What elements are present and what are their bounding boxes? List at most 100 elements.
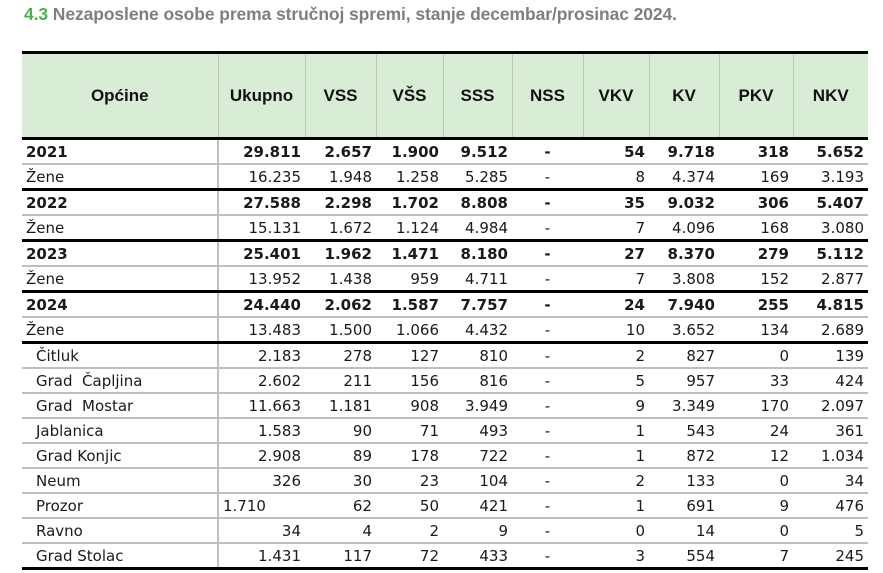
table-row-municipality: Grad Mostar 11.663 1.181 908 3.949-9 3.349 170… [22, 393, 868, 419]
cell-nss: - [512, 291, 583, 318]
row-label: Neum [22, 468, 219, 494]
row-label: 2024 [22, 291, 219, 318]
cell-kv: 133 [649, 468, 719, 494]
table-row-women: Žene 16.235 1.948 1.258 5.285-8 4.374 169 3.193 [22, 164, 868, 191]
row-label: Žene [22, 215, 219, 242]
cell-pkv: 306 [719, 189, 793, 216]
cell-sss: 3.949 [443, 393, 512, 419]
cell-všs: 23 [376, 468, 443, 494]
cell-nss: - [512, 418, 583, 444]
cell-vss: 211 [305, 368, 376, 394]
cell-ukupno: 326 [218, 468, 305, 494]
cell-vkv: 2 [583, 468, 649, 494]
cell-nss: - [512, 342, 583, 369]
cell-sss: 816 [443, 368, 512, 394]
row-label: Prozor [22, 493, 219, 519]
cell-pkv: 255 [719, 291, 793, 318]
table-row-women: Žene 13.952 1.438 959 4.711-7 3.808 152 2.877 [22, 266, 868, 293]
cell-všs: 1.124 [376, 215, 443, 242]
cell-nss: - [512, 317, 583, 344]
header-pkv: PKV [718, 51, 793, 140]
cell-vss: 1.438 [305, 266, 376, 293]
cell-sss: 9.512 [443, 138, 512, 165]
table-title-text: Nezaposlene osobe prema stručnoj spremi,… [48, 4, 677, 24]
row-label: 2021 [22, 138, 219, 165]
cell-pkv: 169 [719, 164, 793, 191]
cell-sss: 722 [443, 443, 512, 469]
cell-vkv: 5 [583, 368, 649, 394]
cell-ukupno: 16.235 [218, 164, 305, 191]
header-nss: NSS [511, 51, 583, 140]
cell-ukupno: 25.401 [218, 240, 305, 267]
cell-sss: 4.984 [443, 215, 512, 242]
row-label: Jablanica [22, 418, 219, 444]
cell-ukupno: 2.183 [218, 342, 305, 369]
cell-pkv: 279 [719, 240, 793, 267]
header-sss: SSS [442, 51, 512, 140]
cell-ukupno: 1.583 [218, 418, 305, 444]
cell-nss: - [512, 493, 583, 519]
cell-kv: 3.349 [649, 393, 719, 419]
table-row-municipality: Neum 326 30 23 104-2 133 0 34 [22, 468, 868, 494]
table-row-year: 2022 27.588 2.298 1.702 8.808-35 9.032 306 5.40… [22, 189, 868, 216]
cell-sss: 8.808 [443, 189, 512, 216]
table-row-municipality: Grad Konjic 2.908 89 178 722-1 872 12 1.034 [22, 443, 868, 469]
cell-sss: 433 [443, 543, 512, 570]
cell-vss: 30 [305, 468, 376, 494]
cell-nss: - [512, 164, 583, 191]
cell-pkv: 152 [719, 266, 793, 293]
cell-kv: 691 [649, 493, 719, 519]
table-row-municipality: Ravno 34 4 2 9-0 14 0 5 [22, 518, 868, 544]
cell-kv: 3.652 [649, 317, 719, 344]
cell-nkv: 5.407 [793, 189, 868, 216]
cell-kv: 14 [649, 518, 719, 544]
cell-vkv: 7 [583, 266, 649, 293]
cell-všs: 959 [376, 266, 443, 293]
cell-pkv: 0 [719, 342, 793, 369]
cell-sss: 421 [443, 493, 512, 519]
cell-nkv: 2.097 [793, 393, 868, 419]
cell-nkv: 34 [793, 468, 868, 494]
cell-všs: 1.066 [376, 317, 443, 344]
cell-kv: 543 [649, 418, 719, 444]
cell-vss: 2.657 [305, 138, 376, 165]
cell-nkv: 2.689 [793, 317, 868, 344]
cell-vkv: 0 [583, 518, 649, 544]
row-label: Žene [22, 317, 219, 344]
cell-ukupno: 13.483 [218, 317, 305, 344]
cell-nkv: 3.193 [793, 164, 868, 191]
row-label: Čitluk [22, 342, 219, 369]
cell-vkv: 10 [583, 317, 649, 344]
cell-pkv: 7 [719, 543, 793, 570]
cell-kv: 4.374 [649, 164, 719, 191]
cell-nss: - [512, 368, 583, 394]
cell-nss: - [512, 189, 583, 216]
cell-pkv: 170 [719, 393, 793, 419]
header-nkv: NKV [792, 51, 868, 140]
header-vkv: VKV [582, 51, 649, 140]
header-vss2: VŠS [375, 51, 443, 140]
table-row-municipality: Grad Stolac 1.431 117 72 433-3 554 7 245 [22, 543, 868, 570]
cell-vkv: 35 [583, 189, 649, 216]
cell-vss: 1.500 [305, 317, 376, 344]
cell-kv: 9.718 [649, 138, 719, 165]
cell-nkv: 361 [793, 418, 868, 444]
cell-nss: - [512, 468, 583, 494]
cell-vss: 90 [305, 418, 376, 444]
cell-všs: 50 [376, 493, 443, 519]
cell-vkv: 1 [583, 493, 649, 519]
cell-všs: 1.900 [376, 138, 443, 165]
cell-vss: 2.062 [305, 291, 376, 318]
cell-ukupno: 15.131 [218, 215, 305, 242]
cell-vss: 89 [305, 443, 376, 469]
row-label: Grad Stolac [22, 543, 219, 570]
table-row-municipality: Jablanica 1.583 90 71 493-1 543 24 361 [22, 418, 868, 444]
row-label: Žene [22, 266, 219, 293]
table-number: 4.3 [24, 4, 49, 24]
cell-nss: - [512, 240, 583, 267]
cell-vkv: 24 [583, 291, 649, 318]
cell-vkv: 9 [583, 393, 649, 419]
cell-všs: 1.587 [376, 291, 443, 318]
cell-sss: 104 [443, 468, 512, 494]
cell-ukupno: 29.811 [218, 138, 305, 165]
